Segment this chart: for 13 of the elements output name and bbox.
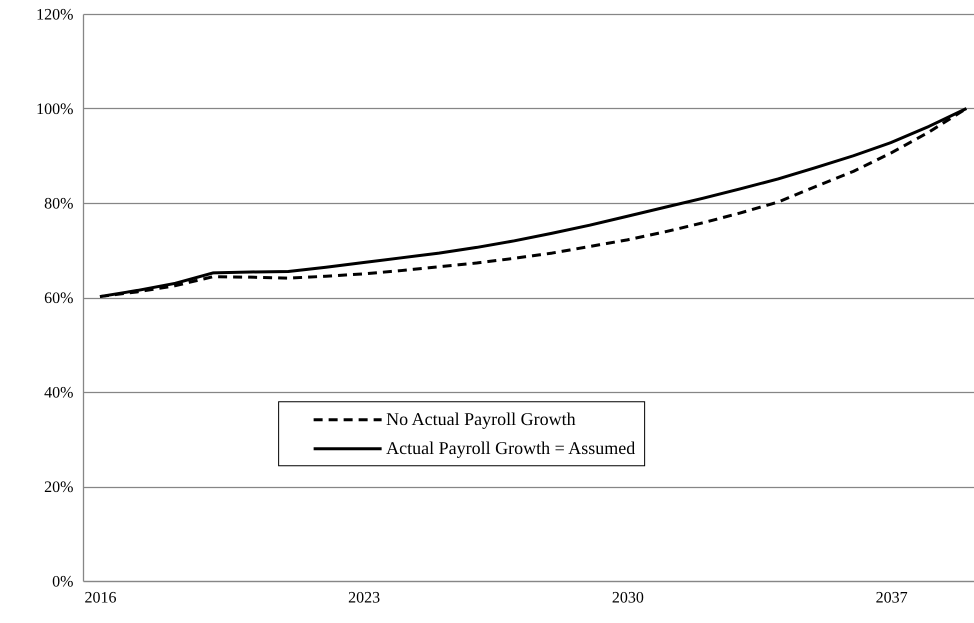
y-tick-label: 60%: [44, 290, 74, 307]
legend-label: Actual Payroll Growth = Assumed: [386, 438, 636, 458]
y-tick-label: 40%: [44, 384, 74, 402]
y-tick-label: 80%: [44, 196, 74, 212]
x-tick-label: 2016: [84, 590, 116, 606]
y-tick-label: 0%: [52, 574, 74, 590]
x-tick-label: 2037: [876, 590, 908, 606]
x-tick-label: 2023: [348, 590, 380, 606]
x-tick-label: 2030: [612, 590, 644, 606]
legend-label: No Actual Payroll Growth: [386, 408, 576, 429]
y-tick-label: 100%: [36, 101, 74, 118]
y-tick-label: 120%: [36, 6, 74, 24]
y-tick-label: 20%: [44, 479, 74, 496]
